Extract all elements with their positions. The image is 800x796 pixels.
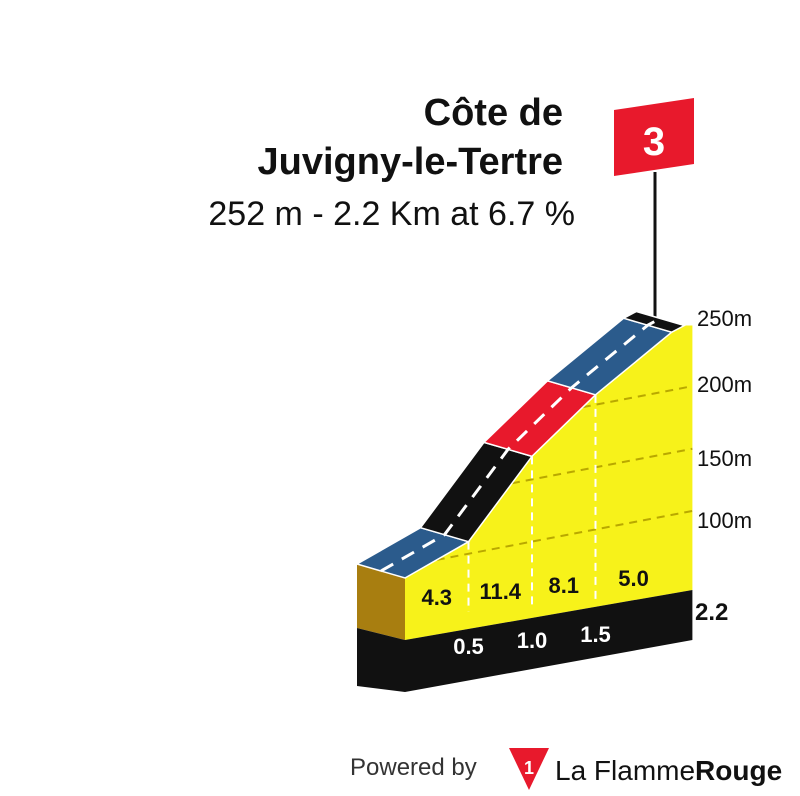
brand-name-part1: La Flamme <box>555 755 695 786</box>
altitude-label-100: 100m <box>697 508 752 533</box>
logo-mark: 1 <box>524 758 534 778</box>
distance-label-1.0: 1.0 <box>517 628 548 653</box>
altitude-label-200: 200m <box>697 372 752 397</box>
gridline-150 <box>511 447 693 485</box>
climb-title-line2: Juvigny-le-Tertre <box>258 141 563 183</box>
distance-label-1.5: 1.5 <box>580 622 611 647</box>
gradient-label-4: 5.0 <box>618 566 649 591</box>
gradient-labels: 4.3 11.4 8.1 5.0 <box>421 566 648 610</box>
brand-name-part2: Rouge <box>695 755 782 786</box>
flag-banner <box>614 98 694 176</box>
climb-title-line1: Côte de <box>424 92 563 134</box>
gradient-label-3: 8.1 <box>548 573 579 598</box>
la-flamme-rouge-logo-icon: 1 <box>509 748 549 790</box>
profile-fill <box>405 325 693 640</box>
road-center-line <box>380 317 662 573</box>
gradient-label-1: 4.3 <box>421 585 452 610</box>
km-dividers <box>467 394 597 612</box>
altitude-labels: 100m 150m 200m 250m <box>697 306 752 533</box>
profile-side-face <box>357 564 405 640</box>
gridline-200 <box>582 385 693 409</box>
gradient-label-2: 11.4 <box>479 579 521 604</box>
altitude-gridlines <box>436 385 693 561</box>
distance-labels: 0.5 1.0 1.5 <box>453 622 611 659</box>
gridline-100 <box>436 509 693 561</box>
brand-name: La FlammeRouge <box>555 755 782 786</box>
distance-label-0.5: 0.5 <box>453 634 484 659</box>
total-distance-label: 2.2 <box>695 599 728 626</box>
footer-branding: Powered by 1 La FlammeRouge <box>350 748 782 790</box>
distance-base-strip <box>357 590 693 692</box>
altitude-label-250: 250m <box>697 306 752 331</box>
powered-by-text: Powered by <box>350 754 477 781</box>
elevation-profile: 4.3 11.4 8.1 5.0 0.5 1.0 1.5 100m 150m 200m 250m… <box>355 306 752 692</box>
climb-subtitle: 252 m - 2.2 Km at 6.7 % <box>208 195 575 233</box>
altitude-label-150: 150m <box>697 446 752 471</box>
category-flag: 3 <box>614 98 694 318</box>
flag-category-number: 3 <box>643 120 665 164</box>
